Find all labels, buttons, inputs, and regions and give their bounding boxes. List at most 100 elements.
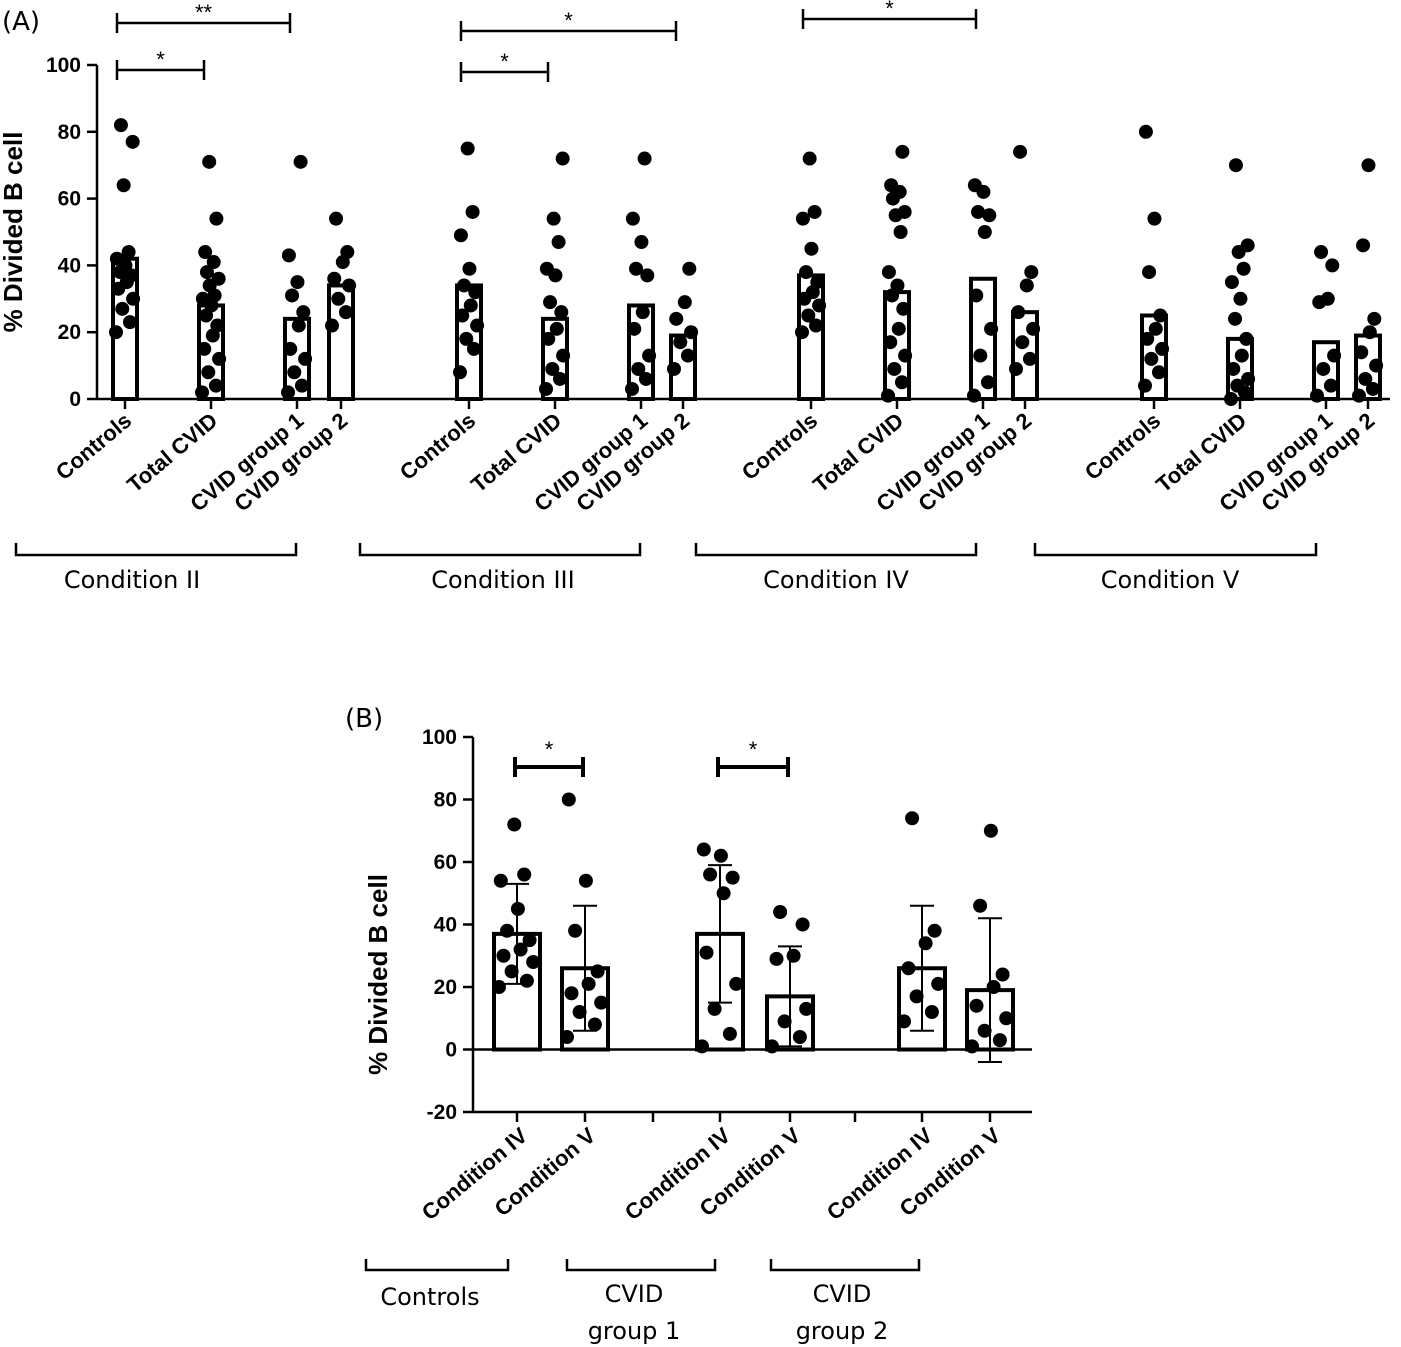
- data-point-a: [459, 331, 474, 346]
- data-point-a: [812, 298, 827, 313]
- data-point-a: [212, 351, 227, 366]
- data-point-a: [122, 315, 137, 330]
- data-point-a: [556, 348, 571, 363]
- data-point-a: [195, 291, 210, 306]
- data-point-b: [504, 964, 519, 979]
- data-point-a: [801, 308, 816, 323]
- data-point-a: [893, 225, 908, 239]
- data-point-a: [1153, 308, 1168, 323]
- data-point-a: [1354, 345, 1369, 360]
- data-point-a: [1362, 325, 1377, 340]
- group-label-a: Condition V: [1101, 566, 1240, 594]
- data-point-b: [572, 1005, 587, 1019]
- category-label-a: Controls: [51, 408, 136, 485]
- data-point-b: [517, 867, 532, 882]
- data-point-a: [1022, 351, 1037, 366]
- y-axis-title-b: % Divided B cell: [363, 874, 393, 1075]
- data-point-a: [1352, 388, 1366, 403]
- y-axis-title-a: % Divided B cell: [0, 132, 28, 333]
- data-point-a: [802, 151, 817, 166]
- y-tick-label-b: 40: [434, 914, 457, 937]
- y-tick-label-a: 60: [58, 188, 81, 211]
- data-point-a: [977, 225, 992, 239]
- data-point-a: [1144, 351, 1159, 366]
- group-label-a: Condition IV: [763, 566, 909, 594]
- y-tick-label-b: -20: [427, 1101, 457, 1124]
- data-point-a: [455, 308, 470, 323]
- data-point-a: [1358, 371, 1373, 386]
- data-point-a: [894, 375, 909, 390]
- data-point-a: [1320, 291, 1335, 306]
- data-point-b: [729, 976, 744, 991]
- data-point-a: [291, 318, 306, 333]
- data-point-a: [465, 204, 480, 219]
- data-point-a: [1241, 371, 1256, 386]
- data-point-a: [545, 361, 560, 376]
- data-point-a: [1314, 245, 1329, 260]
- data-point-b: [983, 823, 998, 838]
- data-point-a: [1365, 381, 1380, 396]
- data-point-b: [897, 1014, 911, 1029]
- data-point-b: [695, 1039, 709, 1054]
- y-tick-label-a: 0: [69, 388, 81, 411]
- data-point-a: [810, 275, 825, 290]
- data-point-a: [883, 335, 898, 350]
- data-point-a: [198, 245, 213, 260]
- data-point-b: [918, 936, 933, 951]
- data-point-a: [453, 228, 468, 243]
- data-point-b: [977, 1023, 992, 1038]
- y-tick-label-a: 100: [46, 54, 81, 77]
- data-point-a: [1148, 321, 1163, 336]
- data-point-a: [967, 388, 981, 403]
- data-point-a: [887, 361, 902, 376]
- data-point-a: [669, 311, 684, 326]
- data-point-a: [541, 331, 556, 346]
- data-point-a: [634, 235, 649, 250]
- category-label-a: Controls: [737, 408, 822, 485]
- data-point-a: [971, 204, 986, 219]
- data-point-b: [578, 873, 593, 888]
- group-label-b: Controls: [380, 1283, 479, 1311]
- data-point-a: [682, 261, 697, 276]
- data-point-a: [890, 278, 905, 293]
- significance-bracket-a: [115, 60, 206, 80]
- data-point-b: [799, 1001, 814, 1016]
- data-point-b: [519, 973, 534, 988]
- data-point-b: [581, 976, 596, 991]
- significance-bracket-a: [459, 62, 550, 82]
- data-point-a: [896, 301, 911, 316]
- data-point-a: [1316, 361, 1331, 376]
- data-point-a: [1142, 265, 1157, 280]
- data-point-a: [637, 151, 652, 166]
- data-point-a: [453, 365, 467, 380]
- data-point-a: [895, 144, 910, 159]
- data-point-a: [296, 305, 311, 320]
- data-point-a: [799, 265, 814, 280]
- data-point-a: [1234, 348, 1249, 363]
- data-point-b: [722, 1026, 737, 1041]
- data-point-a: [1019, 278, 1034, 293]
- group-bracket-a: [1033, 543, 1318, 557]
- data-point-b: [561, 792, 576, 807]
- error-bar-b: [778, 945, 802, 1048]
- data-point-a: [281, 385, 295, 400]
- data-point-a: [1147, 211, 1162, 226]
- data-point-a: [973, 348, 988, 363]
- group-label-b: CVID group 2: [796, 1280, 889, 1345]
- data-point-a: [881, 388, 895, 403]
- data-point-a: [327, 271, 342, 286]
- data-point-a: [283, 341, 298, 356]
- data-point-a: [109, 251, 124, 266]
- group-bracket-a: [694, 543, 978, 557]
- data-point-a: [1138, 378, 1152, 393]
- data-point-a: [294, 378, 309, 393]
- data-point-a: [211, 271, 226, 286]
- data-point-a: [206, 255, 221, 270]
- significance-label-a: *: [564, 8, 573, 33]
- data-point-a: [195, 385, 209, 400]
- data-point-a: [684, 325, 699, 340]
- data-point-a: [807, 204, 822, 219]
- data-point-b: [965, 1039, 979, 1054]
- data-point-b: [924, 1005, 939, 1019]
